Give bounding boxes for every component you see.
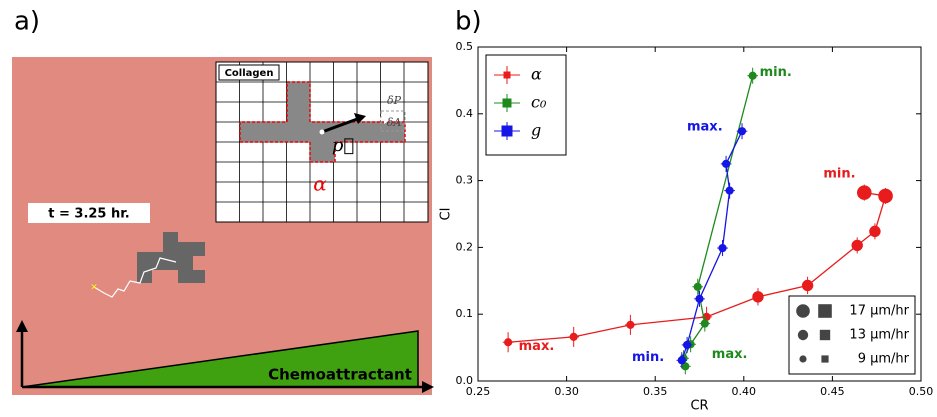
x-tick-label: 0.40	[732, 385, 757, 398]
x-tick-label: 0.50	[909, 385, 934, 398]
legend-label: g	[531, 121, 541, 140]
delta-p: δP	[387, 94, 402, 107]
point	[718, 243, 727, 253]
x-tick-label: 0.35	[643, 385, 668, 398]
annotation: min.	[823, 166, 855, 181]
delta-a: δA	[387, 116, 402, 129]
size-legend-circle	[797, 329, 809, 341]
x-tick-label: 0.30	[554, 385, 579, 398]
point	[700, 319, 709, 328]
gradient-label: Chemoattractant	[268, 366, 412, 384]
point	[801, 279, 814, 292]
chart: 0.25 0.30 0.35 0.40 0.45 0.50 0.0 0.1 0.2 0.3 0.4 0…	[439, 40, 934, 414]
y-tick-label: 0.1	[456, 307, 474, 320]
cell-label: α	[313, 172, 327, 196]
size-legend-label: 9 μm/hr	[858, 352, 910, 367]
cell	[137, 232, 205, 283]
annotation: max.	[687, 120, 723, 135]
annotation: max.	[712, 347, 748, 362]
size-legend-square	[819, 329, 831, 341]
y-tick-label: 0.5	[456, 40, 474, 53]
size-legend-circle	[796, 304, 810, 318]
x-tick-label: 0.25	[466, 385, 491, 398]
point	[569, 332, 578, 342]
legend-marker	[503, 71, 511, 79]
plot-frame	[477, 46, 922, 382]
point	[748, 71, 757, 80]
point	[695, 294, 704, 303]
point	[677, 356, 686, 365]
point	[682, 340, 692, 350]
point	[737, 127, 747, 136]
polarization: p⃗	[332, 135, 354, 156]
point	[752, 291, 764, 303]
legend-marker	[501, 125, 513, 137]
y-arrow-head	[16, 320, 28, 332]
point	[626, 320, 635, 329]
panel-label: a)	[14, 7, 40, 37]
size-legend-box	[788, 295, 916, 375]
panel-label: b)	[455, 7, 482, 37]
y-tick-label: 0.2	[456, 240, 474, 253]
y-tick-label: 0.3	[456, 174, 474, 187]
point	[504, 338, 513, 347]
annotation: min.	[632, 350, 664, 365]
y-tick-label: 0.0	[456, 374, 474, 387]
inset-title: Collagen	[225, 68, 274, 79]
series-line	[681, 130, 743, 361]
trajectory	[93, 257, 177, 298]
legend-marker	[502, 98, 512, 108]
y-tick-label: 0.4	[456, 107, 474, 120]
legend-label: α	[531, 65, 542, 84]
x-tick-label: 0.45	[820, 385, 845, 398]
point	[721, 159, 731, 168]
x-arrow-head	[422, 381, 434, 393]
size-legend-label: 17 μm/hr	[849, 304, 909, 319]
x-axis-label: CR	[690, 399, 708, 414]
point	[878, 188, 893, 204]
inset: Collagen δP δA p⃗ α	[215, 61, 429, 223]
point	[851, 239, 863, 252]
legend-box	[485, 54, 567, 156]
annotation: max.	[519, 339, 555, 354]
time-label: t = 3.25 hr.	[48, 207, 130, 222]
size-legend-square	[818, 304, 832, 318]
point	[725, 186, 734, 195]
point	[856, 185, 872, 200]
legend-label: c₀	[531, 93, 547, 112]
start-marker: ×	[90, 283, 98, 293]
size-legend-circle	[799, 355, 807, 363]
size-legend-label: 13 μm/hr	[849, 328, 909, 343]
size-legend-square	[821, 355, 829, 363]
series-line	[508, 191, 887, 343]
time-box	[28, 203, 150, 223]
y-axis-label: CI	[439, 208, 454, 221]
annotation: min.	[760, 65, 792, 80]
point	[869, 225, 881, 238]
point	[693, 282, 702, 291]
